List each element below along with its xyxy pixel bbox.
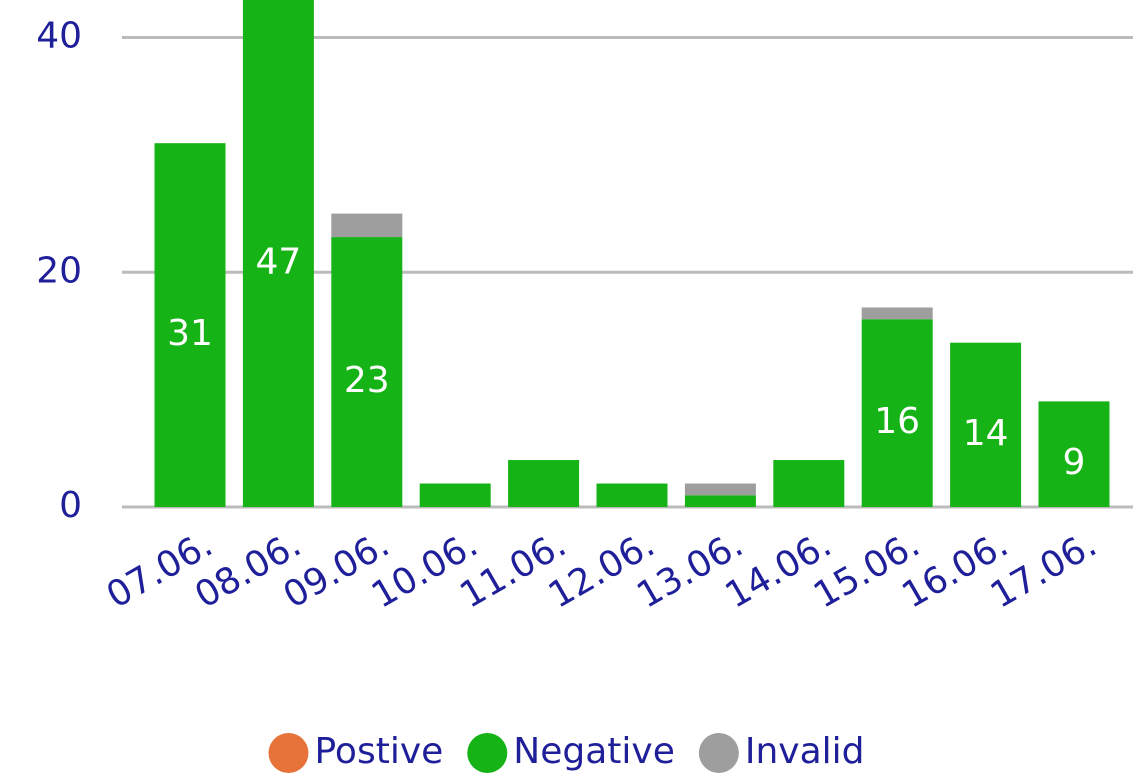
bar-segment xyxy=(1038,401,1110,507)
bar-segment xyxy=(684,495,756,507)
data-label: 23 xyxy=(344,360,390,401)
data-label: 9 xyxy=(1063,442,1086,483)
bar-segment xyxy=(950,342,1022,507)
bar-segment xyxy=(773,460,845,507)
data-label: 14 xyxy=(963,413,1009,454)
data-label: 16 xyxy=(874,401,920,442)
legend-swatch xyxy=(467,733,508,773)
bar-segment xyxy=(242,0,314,508)
legend-label: Invalid xyxy=(745,731,865,772)
data-label: 31 xyxy=(167,313,213,354)
bar-segment xyxy=(861,319,933,507)
legend-swatch xyxy=(698,733,739,773)
y-tick-label: 40 xyxy=(36,16,82,57)
legend-label: Negative xyxy=(513,731,675,772)
legend-label: Postive xyxy=(315,731,444,772)
legend-swatch xyxy=(268,733,309,773)
bar-segment xyxy=(331,237,403,507)
bar-segment xyxy=(684,483,756,496)
y-tick-label: 20 xyxy=(36,250,82,291)
bar-segment xyxy=(596,483,668,507)
y-tick-label: 0 xyxy=(59,485,82,526)
bar-segment xyxy=(861,307,933,320)
bar-segment xyxy=(154,143,226,508)
bar-segment xyxy=(508,460,580,507)
bar-segment xyxy=(419,483,491,507)
data-label: 47 xyxy=(255,242,301,283)
bar-segment xyxy=(331,213,403,238)
plot-area xyxy=(154,0,1110,508)
